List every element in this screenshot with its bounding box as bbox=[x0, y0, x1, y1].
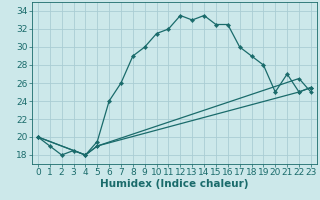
X-axis label: Humidex (Indice chaleur): Humidex (Indice chaleur) bbox=[100, 179, 249, 189]
